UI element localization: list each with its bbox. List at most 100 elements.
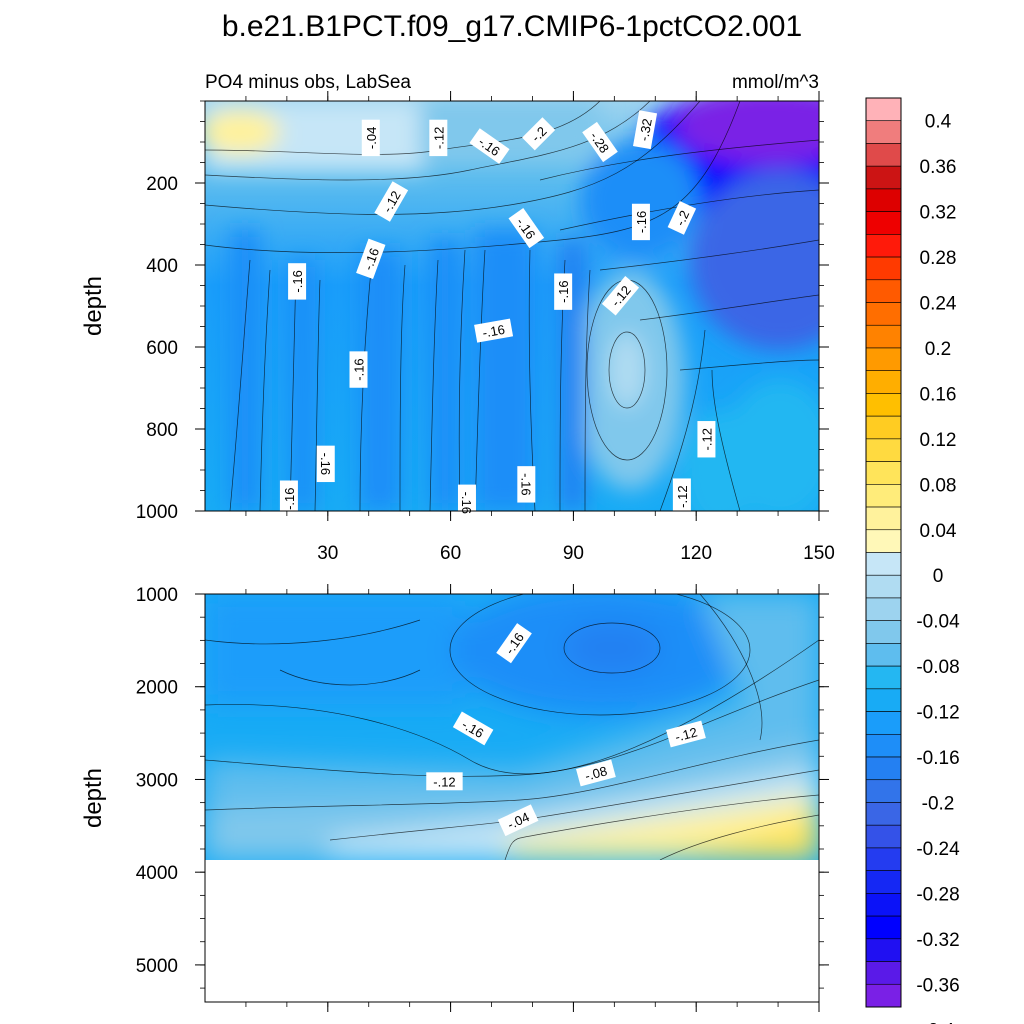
upper-panel-field — [205, 101, 819, 511]
colorbar-swatch — [865, 529, 902, 553]
chart-units: mmol/m^3 — [732, 72, 819, 93]
contour-label: -.12 — [697, 421, 716, 458]
contour-label: -.12 — [426, 772, 463, 791]
contour-label-box — [576, 759, 616, 787]
contour-label-box — [496, 623, 532, 664]
contour-label-text: -.12 — [673, 724, 699, 744]
ytick-label: 2000 — [136, 678, 178, 699]
colorbar-swatch — [865, 211, 902, 235]
colorbar-swatch — [865, 324, 902, 349]
colorbar-swatch — [865, 643, 902, 667]
contour-label-box — [452, 711, 494, 746]
colorbar-swatch — [865, 847, 902, 871]
contour-label-text: -.16 — [290, 270, 305, 292]
colorbar-label: -0.4 — [922, 1021, 955, 1024]
xtick-label: 90 — [563, 543, 584, 564]
colorbar-swatch — [865, 97, 902, 122]
xtick-label: 120 — [680, 543, 712, 564]
ytick-label: 5000 — [136, 956, 178, 977]
colorbar-swatch — [865, 802, 902, 826]
xtick-label: 150 — [803, 543, 835, 564]
colorbar-swatch — [865, 120, 902, 144]
colorbar-label: 0.08 — [920, 475, 957, 496]
colorbar-swatch — [865, 779, 902, 803]
lower-panel-field — [205, 594, 819, 860]
colorbar-swatch — [865, 234, 902, 258]
colorbar-frame — [865, 97, 902, 1008]
chart-subtitle: PO4 minus obs, LabSea — [205, 72, 411, 93]
colorbar-swatch — [865, 961, 902, 985]
colorbar-swatch — [865, 711, 902, 735]
contour-label-text: -.12 — [431, 127, 446, 149]
contour-label: -.16 — [288, 263, 307, 300]
contour-label-box — [361, 119, 380, 157]
contour-label-box — [601, 276, 640, 316]
colorbar-swatch — [865, 552, 902, 576]
contour-label-box — [288, 263, 307, 300]
contour-label: -.12 — [666, 720, 706, 748]
colorbar-swatch — [865, 484, 902, 508]
contour-label: -.16 — [356, 238, 386, 280]
colorbar-swatch — [865, 983, 902, 1008]
colorbar-swatch — [865, 870, 902, 894]
contour-label-box — [316, 445, 335, 483]
contour-label-box — [279, 480, 298, 517]
colorbar-label: 0.36 — [920, 157, 957, 178]
ytick-label: 200 — [146, 174, 178, 195]
contour-label-box — [469, 128, 510, 164]
colorbar-swatch — [865, 756, 902, 781]
contour-label-text: -.16 — [360, 246, 382, 272]
ytick-label: 1000 — [136, 502, 178, 523]
xtick-label: 60 — [440, 543, 461, 564]
colorbar-swatch — [865, 506, 902, 531]
colorbar-swatch — [865, 370, 902, 394]
upper-ylabel: depth — [80, 276, 107, 336]
colorbar-label: -0.2 — [922, 793, 955, 814]
chart-title: b.e21.B1PCT.f09_g17.CMIP6-1pctCO2.001 — [222, 10, 802, 43]
contour-label-text: -.16 — [318, 453, 333, 475]
lower-panel-frame — [204, 593, 820, 1003]
contour-label-box — [522, 117, 556, 151]
contour-label: -.12 — [429, 119, 448, 157]
contour-label-text: -.2 — [672, 208, 692, 228]
contour-label: -.32 — [633, 110, 658, 150]
contour-label: -.2 — [522, 117, 556, 151]
contour-label-text: -.16 — [481, 322, 506, 341]
lower-panel-blank — [205, 860, 819, 1002]
ytick-label: 4000 — [136, 863, 178, 884]
lower-ylabel: depth — [80, 768, 107, 828]
colorbar-swatch — [865, 597, 902, 621]
colorbar-swatch — [865, 165, 902, 190]
contour-label: -.16 — [457, 484, 476, 521]
contour-label-box — [474, 318, 514, 343]
contour-label-box — [697, 421, 716, 458]
colorbar-swatch — [865, 461, 902, 485]
contour-label: -.16 — [517, 466, 536, 503]
ytick-label: 600 — [146, 338, 178, 359]
colorbar-label: 0.32 — [920, 203, 957, 224]
contour-label-box — [497, 804, 539, 837]
contour-label: -.16 — [279, 480, 298, 517]
colorbar-swatch — [865, 256, 902, 281]
contour-label: -.16 — [554, 273, 573, 310]
lower-contour-labels: -.16-.16 -.12-.12 -.08-.04 — [426, 623, 706, 837]
colorbar-label: 0.04 — [920, 521, 957, 542]
contour-label-box — [667, 200, 697, 235]
colorbar-label: 0.12 — [920, 430, 957, 451]
colorbar-label: -0.12 — [916, 703, 959, 724]
contour-label: -.16 — [631, 203, 650, 241]
colorbar-swatch — [865, 143, 902, 167]
contour-label-box — [356, 238, 386, 280]
contour-label: -.16 — [349, 351, 368, 388]
contour-label-box — [508, 208, 545, 249]
colorbar-swatch — [865, 915, 902, 940]
contour-label-box — [429, 119, 448, 157]
ytick-label: 400 — [146, 256, 178, 277]
ytick-label: 1000 — [136, 585, 178, 606]
colorbar-label: 0.28 — [920, 248, 957, 269]
colorbar-swatch — [865, 893, 902, 917]
contour-label-text: -.16 — [459, 492, 474, 514]
contour-label-text: -.16 — [352, 358, 367, 380]
colorbar-label: -0.08 — [916, 657, 959, 678]
